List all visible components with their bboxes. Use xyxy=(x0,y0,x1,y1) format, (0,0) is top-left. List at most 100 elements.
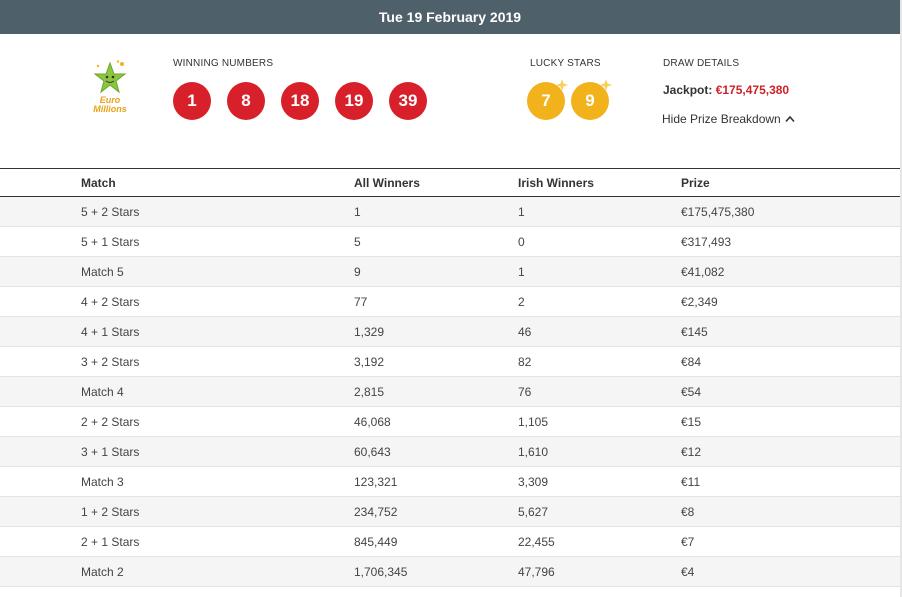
logo-text: Euro Millions xyxy=(88,96,132,114)
match-cell: 3 + 2 Stars xyxy=(81,354,140,369)
table-row: 3 + 2 Stars 3,192 82 €84 xyxy=(0,347,900,377)
irish-winners-cell: 0 xyxy=(518,234,525,249)
lucky-star-ball: 7 xyxy=(527,79,568,120)
match-cell: Match 4 xyxy=(81,384,124,399)
prize-cell: €54 xyxy=(681,384,702,399)
irish-winners-cell: 5,627 xyxy=(518,504,549,519)
star-sparkle-icon xyxy=(556,79,568,91)
irish-winners-cell: 3,309 xyxy=(518,474,549,489)
all-winners-cell: 77 xyxy=(354,294,368,309)
prize-cell: €175,475,380 xyxy=(681,204,755,219)
table-header: Match All Winners Irish Winners Prize xyxy=(0,168,900,197)
all-winners-cell: 46,068 xyxy=(354,414,391,429)
all-winners-cell: 1,329 xyxy=(354,324,385,339)
lucky-star-number: 9 xyxy=(585,91,595,110)
lucky-star-ball: 9 xyxy=(571,79,612,120)
winning-numbers-label: WINNING NUMBERS xyxy=(173,58,274,69)
irish-winners-cell: 47,796 xyxy=(518,564,555,579)
prize-cell: €15 xyxy=(681,414,702,429)
table-row: 5 + 1 Stars 5 0 €317,493 xyxy=(0,227,900,257)
table-row: 2 + 1 Stars 845,449 22,455 €7 xyxy=(0,527,900,557)
match-cell: Match 5 xyxy=(81,264,124,279)
table-row: Match 3 123,321 3,309 €11 xyxy=(0,467,900,497)
match-cell: 5 + 2 Stars xyxy=(81,204,140,219)
prize-cell: €145 xyxy=(681,324,708,339)
all-winners-cell: 2,815 xyxy=(354,384,385,399)
table-row: Match 2 1,706,345 47,796 €4 xyxy=(0,557,900,587)
match-cell: 4 + 2 Stars xyxy=(81,294,140,309)
table-row: 1 + 2 Stars 234,752 5,627 €8 xyxy=(0,497,900,527)
all-winners-cell: 9 xyxy=(354,264,361,279)
all-winners-cell: 845,449 xyxy=(354,534,398,549)
prize-cell: €2,349 xyxy=(681,294,718,309)
all-winners-cell: 3,192 xyxy=(354,354,385,369)
table-row: 2 + 2 Stars 46,068 1,105 €15 xyxy=(0,407,900,437)
column-header-all-winners: All Winners xyxy=(354,175,420,190)
table-row: 4 + 2 Stars 77 2 €2,349 xyxy=(0,287,900,317)
logo-text-line2: Millions xyxy=(93,104,127,114)
prize-breakdown-table: Match All Winners Irish Winners Prize 5 … xyxy=(0,168,900,587)
euromillions-logo: Euro Millions xyxy=(88,56,132,116)
match-cell: 2 + 1 Stars xyxy=(81,534,140,549)
column-header-irish-winners: Irish Winners xyxy=(518,175,594,190)
hide-prize-breakdown-label: Hide Prize Breakdown xyxy=(662,112,781,126)
logo-text-line1: Euro xyxy=(99,95,121,105)
all-winners-cell: 60,643 xyxy=(354,444,391,459)
irish-winners-cell: 22,455 xyxy=(518,534,555,549)
jackpot-info: Jackpot: €175,475,380 xyxy=(663,83,789,97)
prize-cell: €41,082 xyxy=(681,264,725,279)
column-header-prize: Prize xyxy=(681,175,710,190)
match-cell: 5 + 1 Stars xyxy=(81,234,140,249)
all-winners-cell: 5 xyxy=(354,234,361,249)
all-winners-cell: 123,321 xyxy=(354,474,398,489)
irish-winners-cell: 2 xyxy=(518,294,525,309)
star-sparkle-icon xyxy=(600,79,612,91)
all-winners-cell: 1,706,345 xyxy=(354,564,408,579)
winning-number-ball: 19 xyxy=(335,82,373,120)
prize-cell: €84 xyxy=(681,354,702,369)
match-cell: 4 + 1 Stars xyxy=(81,324,140,339)
irish-winners-cell: 1 xyxy=(518,264,525,279)
column-header-match: Match xyxy=(81,175,116,190)
all-winners-cell: 1 xyxy=(354,204,361,219)
chevron-up-icon xyxy=(785,115,795,123)
match-cell: Match 2 xyxy=(81,564,124,579)
irish-winners-cell: 1 xyxy=(518,204,525,219)
table-row: 3 + 1 Stars 60,643 1,610 €12 xyxy=(0,437,900,467)
winning-number-ball: 8 xyxy=(227,82,265,120)
prize-cell: €12 xyxy=(681,444,702,459)
jackpot-amount: €175,475,380 xyxy=(715,83,790,97)
table-row: Match 5 9 1 €41,082 xyxy=(0,257,900,287)
prize-cell: €4 xyxy=(681,564,695,579)
irish-winners-cell: 1,105 xyxy=(518,414,549,429)
match-cell: 3 + 1 Stars xyxy=(81,444,140,459)
lucky-stars-label: LUCKY STARS xyxy=(530,58,601,69)
irish-winners-cell: 1,610 xyxy=(518,444,549,459)
draw-date-header: Tue 19 February 2019 xyxy=(0,0,900,34)
all-winners-cell: 234,752 xyxy=(354,504,398,519)
hide-prize-breakdown-link[interactable]: Hide Prize Breakdown xyxy=(662,112,795,126)
irish-winners-cell: 46 xyxy=(518,324,532,339)
scrollbar-edge xyxy=(900,0,902,597)
prize-cell: €317,493 xyxy=(681,234,732,249)
draw-details-label: DRAW DETAILS xyxy=(663,58,740,69)
irish-winners-cell: 82 xyxy=(518,354,532,369)
lucky-star-number: 7 xyxy=(541,91,551,110)
table-row: Match 4 2,815 76 €54 xyxy=(0,377,900,407)
draw-date: Tue 19 February 2019 xyxy=(378,9,522,25)
table-body: 5 + 2 Stars 1 1 €175,475,380 5 + 1 Stars 5 0 €3… xyxy=(0,197,900,587)
match-cell: Match 3 xyxy=(81,474,124,489)
irish-winners-cell: 76 xyxy=(518,384,532,399)
jackpot-label: Jackpot: xyxy=(663,83,713,97)
match-cell: 1 + 2 Stars xyxy=(81,504,140,519)
prize-cell: €7 xyxy=(681,534,695,549)
prize-cell: €11 xyxy=(681,474,701,489)
winning-number-ball: 18 xyxy=(281,82,319,120)
star-logo-icon xyxy=(93,60,127,94)
prize-cell: €8 xyxy=(681,504,695,519)
winning-number-ball: 39 xyxy=(389,82,427,120)
winning-number-ball: 1 xyxy=(173,82,211,120)
match-cell: 2 + 2 Stars xyxy=(81,414,140,429)
table-row: 5 + 2 Stars 1 1 €175,475,380 xyxy=(0,197,900,227)
table-row: 4 + 1 Stars 1,329 46 €145 xyxy=(0,317,900,347)
